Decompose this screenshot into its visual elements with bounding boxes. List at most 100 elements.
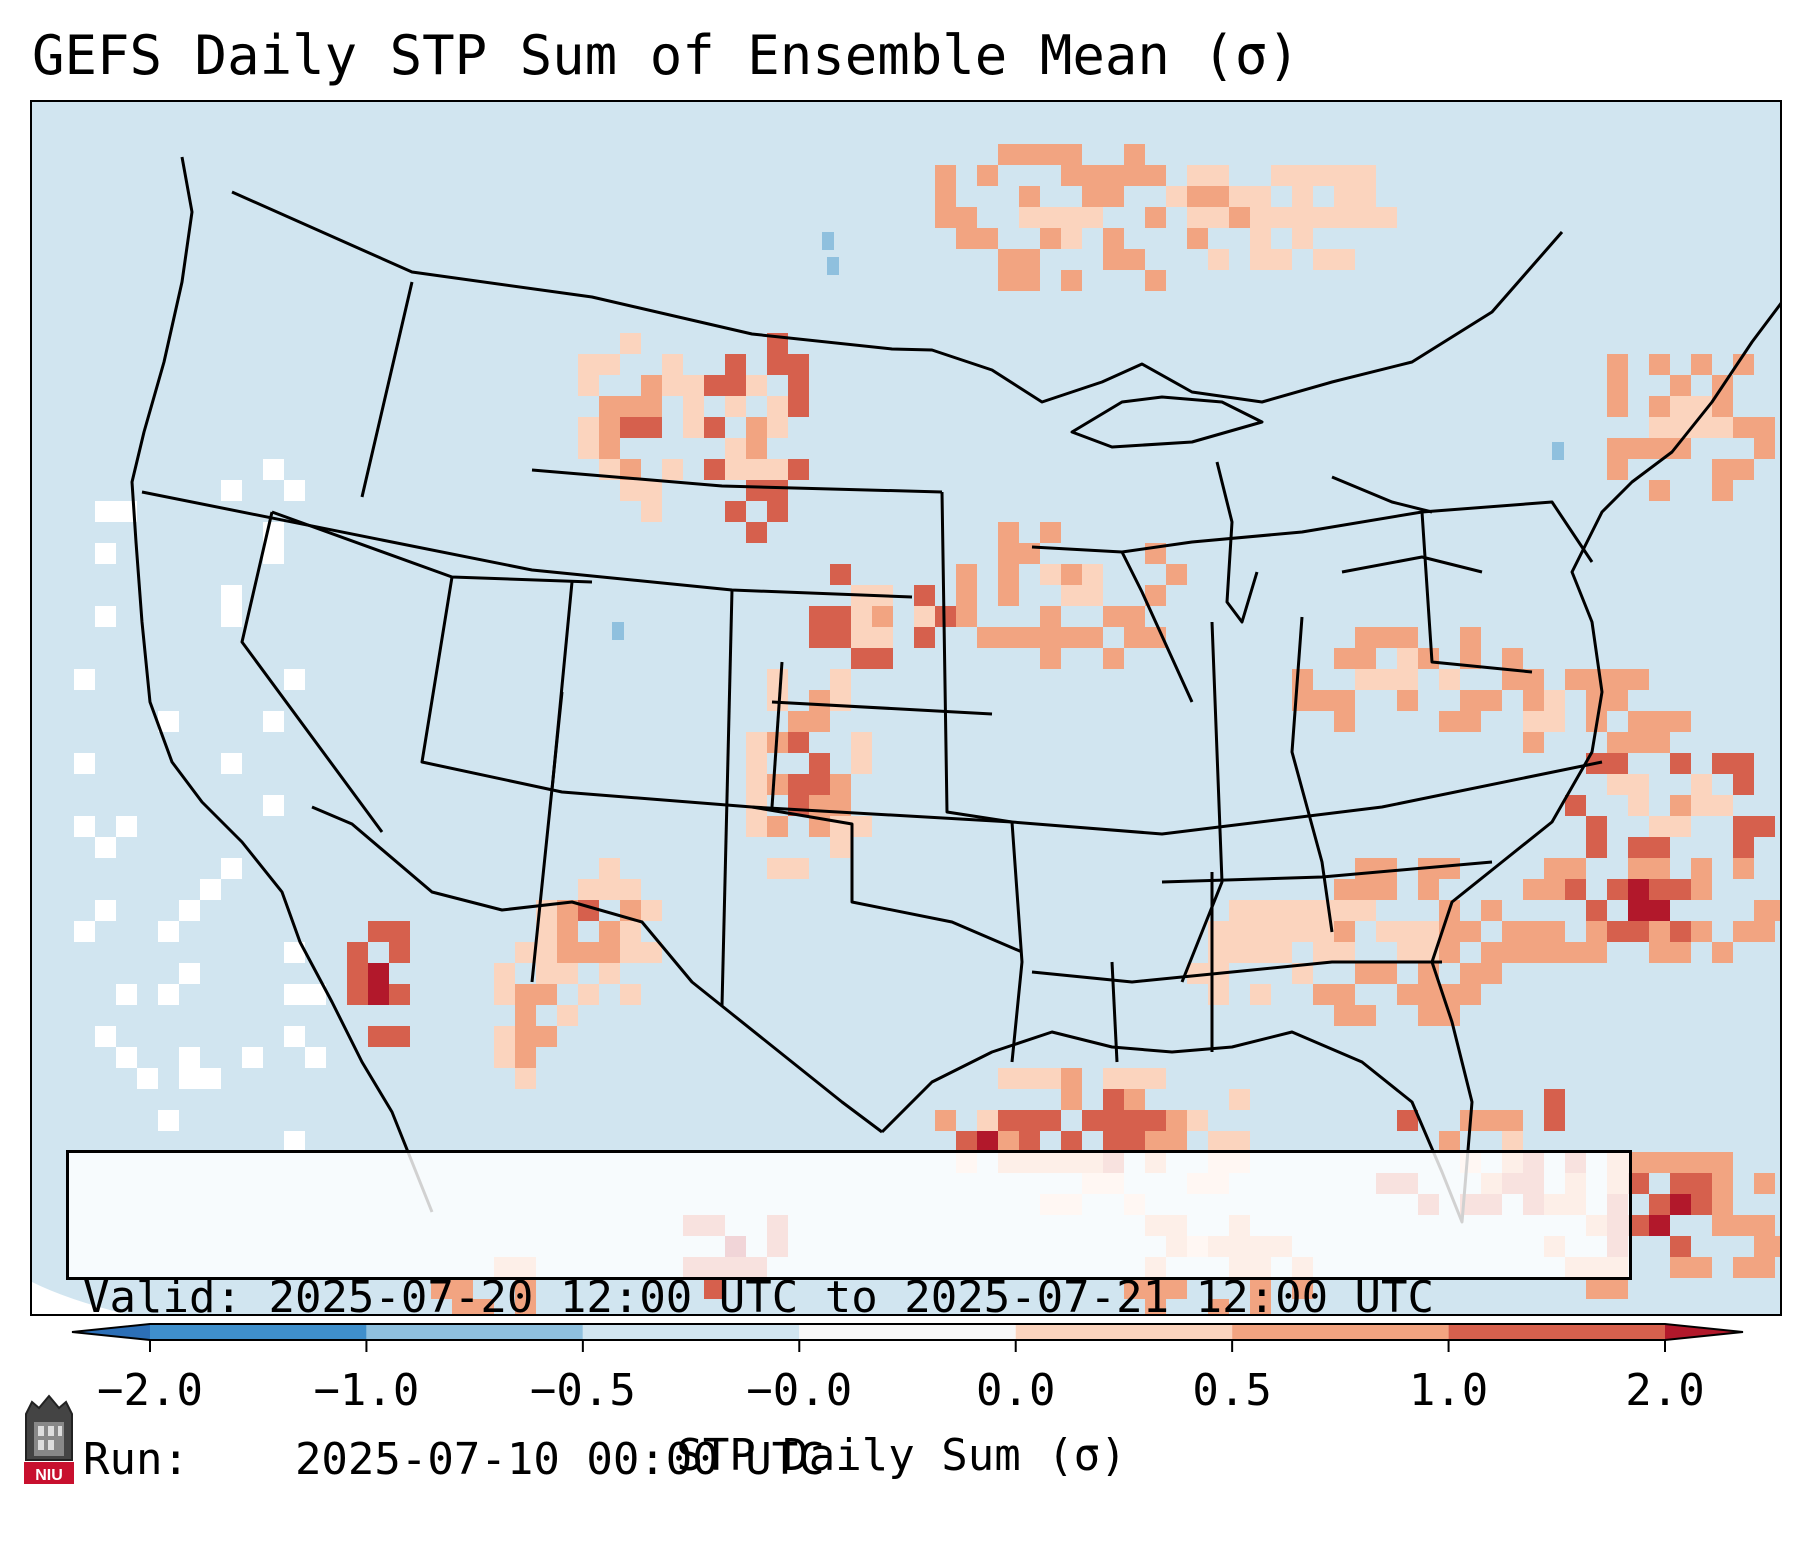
stp-cell [1754,438,1775,459]
stp-cell [1292,186,1313,207]
stp-cell [74,921,95,942]
stp-cell [1082,564,1103,585]
stp-cell [1733,774,1754,795]
stp-cell [1481,690,1502,711]
stp-cell [767,459,788,480]
stp-cell [599,417,620,438]
stp-cell [1145,1131,1166,1152]
stp-cell [95,501,116,522]
stp-cell [620,480,641,501]
stp-cell [1145,270,1166,291]
stp-cell [851,732,872,753]
stp-cell [1250,1278,1271,1299]
stp-cell [641,417,662,438]
stp-cell [1691,1194,1712,1215]
stp-cell [221,585,242,606]
stp-cell [1691,795,1712,816]
stp-cell [1649,879,1670,900]
stp-cell [389,942,410,963]
stp-cell [263,459,284,480]
state-line [720,589,734,1007]
stp-cell [242,1047,263,1068]
stp-cell [578,375,599,396]
stp-cell [578,417,599,438]
stp-cell [1040,606,1061,627]
stp-cell [557,963,578,984]
stp-cell [1754,816,1775,837]
stp-cell [1250,984,1271,1005]
stp-cell [1460,921,1481,942]
stp-cell [95,1026,116,1047]
stp-cell [1712,459,1733,480]
stp-cell [1733,1215,1754,1236]
stp-cell [1166,1278,1187,1299]
stp-cell [872,648,893,669]
state-line [1011,760,1603,836]
colorbar-tick-label: −2.0 [97,1365,203,1416]
stp-cell [1124,627,1145,648]
stp-cell [767,354,788,375]
stp-cell [1397,627,1418,648]
stp-cell [1250,900,1271,921]
stp-cell [641,396,662,417]
stp-cell [1670,795,1691,816]
stp-cell [1103,1110,1124,1131]
stp-cell [1502,669,1523,690]
stp-cell [599,963,620,984]
stp-cell [1565,879,1586,900]
stp-cell [620,921,641,942]
stp-cell [284,480,305,501]
stp-cell [578,438,599,459]
stp-cell [1418,1005,1439,1026]
state-line [141,490,913,599]
stp-cell [1250,249,1271,270]
stp-cell [1313,690,1334,711]
stp-cell [1565,942,1586,963]
stp-cell [1628,1173,1649,1194]
stp-cell [1229,207,1250,228]
stp-cell [830,690,851,711]
stp-cell [746,816,767,837]
stp-cell [1733,753,1754,774]
stp-cell [1124,144,1145,165]
stp-cell [1334,900,1355,921]
colorbar-bin [150,1324,367,1340]
stp-cell [1292,921,1313,942]
stp-cell [1019,270,1040,291]
stp-cell [1628,438,1649,459]
stp-cell [1082,207,1103,228]
stp-cell [1061,165,1082,186]
stp-cell [662,375,683,396]
stp-cell [788,711,809,732]
stp-cell [1271,165,1292,186]
stp-cell [1019,627,1040,648]
stp-cell [1607,354,1628,375]
stp-cell [284,1026,305,1047]
stp-cell [1586,942,1607,963]
stp-cell [1271,942,1292,963]
stp-cell [851,606,872,627]
stp-cell [809,795,830,816]
stp-cell [1208,165,1229,186]
colorbar-tick-label: 1.0 [1408,1365,1489,1416]
stp-cell [1187,186,1208,207]
stp-cell [956,228,977,249]
stp-cell [1649,942,1670,963]
stp-cell [1082,186,1103,207]
stp-cell [1082,585,1103,606]
map-title: GEFS Daily STP Sum of Ensemble Mean (σ) [32,24,1300,87]
stp-cell [1754,921,1775,942]
stp-cell [1733,459,1754,480]
colorbar-extend-low [72,1324,150,1340]
stp-cell [1565,795,1586,816]
stp-cell [1313,207,1334,228]
stp-cell [1103,1089,1124,1110]
stp-cell [494,963,515,984]
stp-cell [612,622,624,640]
stp-cell [725,375,746,396]
stp-cell [767,816,788,837]
stp-cell [1292,228,1313,249]
stp-cell [1649,396,1670,417]
stp-cell [1607,879,1628,900]
stp-cell [725,459,746,480]
